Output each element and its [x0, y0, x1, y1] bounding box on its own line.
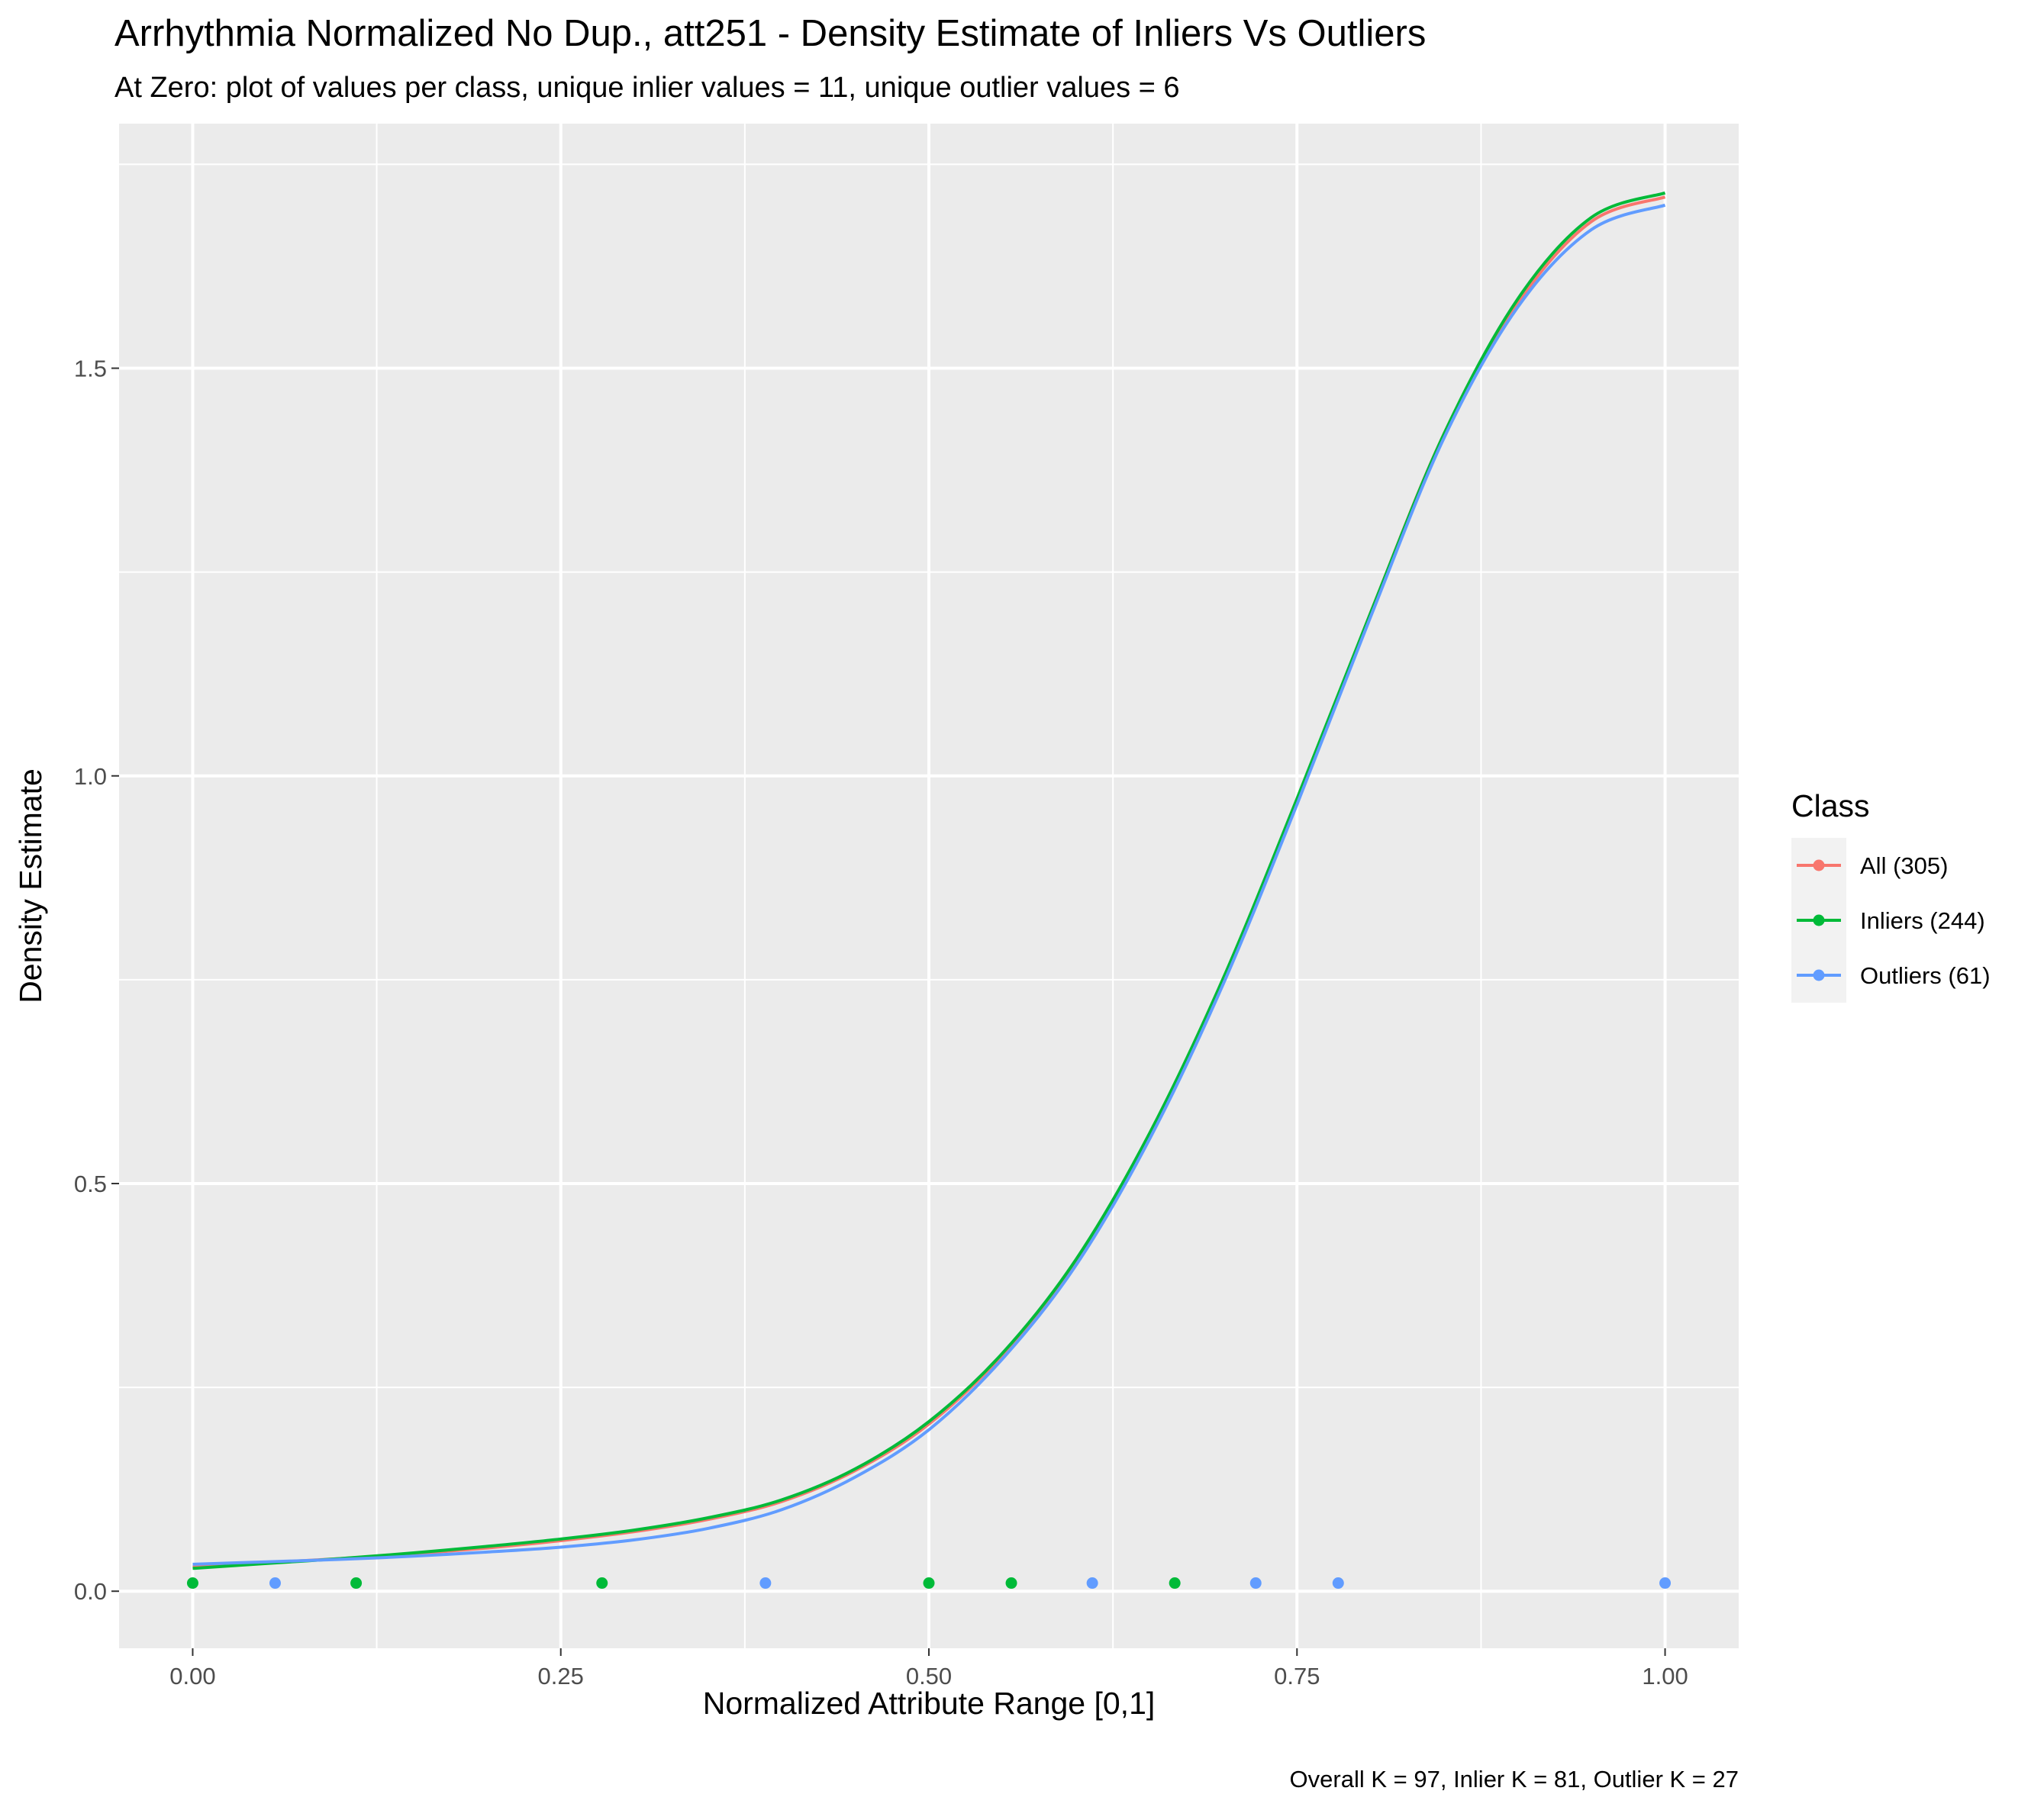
chart-subtitle: At Zero: plot of values per class, uniqu…	[114, 72, 1180, 104]
y-tick-label: 1.0	[74, 763, 107, 790]
value-point	[186, 1577, 198, 1590]
chart-title: Arrhythmia Normalized No Dup., att251 - …	[114, 13, 1426, 54]
legend-key-point	[1813, 859, 1825, 871]
legend-label: Outliers (61)	[1860, 962, 1991, 989]
y-tick-label: 0.0	[74, 1578, 107, 1605]
legend-key-point	[1813, 969, 1825, 981]
density-curves	[192, 191, 1666, 1570]
value-point	[1332, 1577, 1344, 1590]
legend-title: Class	[1791, 788, 1870, 823]
legend-items: All (305) Inliers (244) Outliers (61)	[1791, 838, 1991, 1003]
value-point	[923, 1577, 935, 1590]
value-point	[350, 1577, 363, 1590]
major-gridlines	[119, 124, 1739, 1648]
value-point	[1169, 1577, 1181, 1590]
value-point	[1086, 1577, 1098, 1590]
y-axis: 0.0 0.5 1.0 1.5	[74, 356, 119, 1605]
legend: Class All (305) Inliers (244) Outliers (61…	[1791, 788, 1991, 1003]
density-line	[192, 203, 1666, 1566]
y-axis-label: Density Estimate	[13, 768, 48, 1003]
x-tick-label: 0.25	[538, 1663, 584, 1689]
value-point	[1659, 1577, 1672, 1590]
legend-label: All (305)	[1860, 852, 1948, 879]
value-point	[1005, 1577, 1017, 1590]
legend-label: Inliers (244)	[1860, 907, 1985, 934]
x-tick-label: 0.00	[169, 1663, 215, 1689]
value-point	[1249, 1577, 1262, 1590]
y-tick-label: 1.5	[74, 356, 107, 382]
x-axis: 0.00 0.25 0.50 0.75 1.00	[169, 1648, 1688, 1689]
chart-caption: Overall K = 97, Inlier K = 81, Outlier K…	[1290, 1766, 1739, 1793]
legend-key-point	[1813, 914, 1825, 926]
value-point	[596, 1577, 608, 1590]
x-tick-label: 0.75	[1274, 1663, 1320, 1689]
x-tick-label: 1.00	[1642, 1663, 1688, 1689]
y-tick-label: 0.5	[74, 1171, 107, 1197]
density-line	[192, 191, 1666, 1570]
x-axis-label: Normalized Attribute Range [0,1]	[703, 1686, 1156, 1721]
x-tick-label: 0.50	[906, 1663, 952, 1689]
value-point	[269, 1577, 281, 1590]
value-point	[759, 1577, 772, 1590]
value-points	[186, 1577, 1672, 1590]
